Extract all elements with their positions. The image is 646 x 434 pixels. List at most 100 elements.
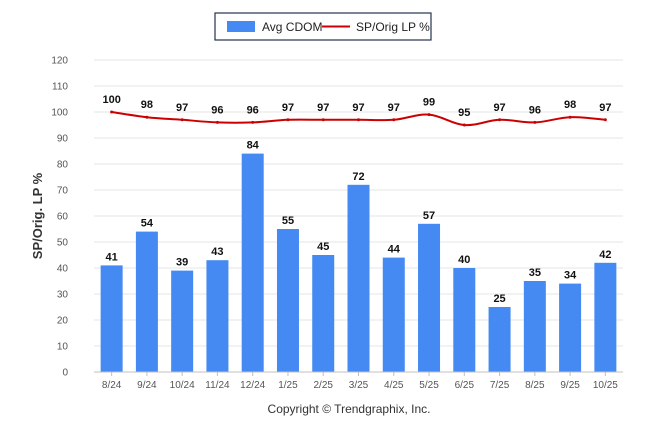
line-point-10-25 [603,118,607,122]
bar-7-25 [488,307,511,372]
line-point-2-25 [321,118,325,122]
legend-swatch-avg-cdom [227,21,255,32]
line-point-8-24 [110,110,114,114]
copyright-text: Copyright © Trendgraphix, Inc. [268,402,431,416]
x-tick-label-8-24: 8/24 [102,380,122,391]
bar-value-label-11-24: 43 [211,246,223,258]
line-point-10-24 [180,118,184,122]
bar-value-label-2-25: 45 [317,241,329,253]
x-tick-label-9-25: 9/25 [560,380,580,391]
bar-6-25 [453,268,476,372]
bar-value-label-3-25: 72 [352,171,364,183]
line-value-label-10-24: 97 [176,102,188,114]
legend: Avg CDOM SP/Orig LP % [214,12,432,41]
bar-1-25 [276,229,299,372]
line-value-label-4-25: 97 [388,102,400,114]
line-point-11-24 [215,120,219,124]
line-value-label-3-25: 97 [352,102,364,114]
y-tick-label-90: 90 [57,134,69,145]
line-value-label-9-25: 98 [564,99,576,111]
y-tick-label-0: 0 [62,368,68,379]
bar-8-24 [100,265,123,372]
bar-11-24 [206,260,229,372]
x-tick-label-10-24: 10/24 [170,380,195,391]
line-value-label-7-25: 97 [493,102,505,114]
bar-value-label-12-24: 84 [247,140,260,152]
bar-value-label-7-25: 25 [493,293,505,305]
x-tick-label-1-25: 1/25 [278,380,298,391]
bar-value-label-4-25: 44 [388,244,401,256]
x-tick-label-11-24: 11/24 [205,380,230,391]
bar-value-label-6-25: 40 [458,254,470,266]
bar-9-25 [559,283,582,372]
y-tick-label-20: 20 [57,316,69,327]
y-tick-label-70: 70 [57,186,69,197]
x-tick-label-9-24: 9/24 [137,380,157,391]
x-tick-label-12-24: 12/24 [240,380,265,391]
line-point-5-25 [427,113,431,117]
y-tick-label-60: 60 [57,212,69,223]
y-tick-label-40: 40 [57,264,69,275]
line-value-label-10-25: 97 [599,102,611,114]
y-tick-label-80: 80 [57,160,69,171]
bar-5-25 [418,223,441,372]
bar-value-label-1-25: 55 [282,215,294,227]
line-point-4-25 [392,118,396,122]
line-value-label-2-25: 97 [317,102,329,114]
x-tick-label-7-25: 7/25 [490,380,510,391]
bar-8-25 [523,281,546,372]
line-value-label-8-25: 96 [529,104,541,116]
legend-label-avg-cdom: Avg CDOM [262,20,322,34]
bar-value-label-8-25: 35 [529,267,541,279]
x-tick-label-10-25: 10/25 [593,380,618,391]
x-tick-label-4-25: 4/25 [384,380,404,391]
bar-value-label-5-25: 57 [423,210,435,222]
y-tick-label-10: 10 [57,342,69,353]
line-value-label-6-25: 95 [458,107,470,119]
y-tick-label-120: 120 [51,56,68,67]
bar-12-24 [241,153,264,372]
bar-value-label-10-25: 42 [599,249,611,261]
line-value-label-9-24: 98 [141,99,153,111]
y-tick-label-110: 110 [52,82,68,93]
line-point-9-25 [568,115,572,119]
x-tick-label-3-25: 3/25 [349,380,369,391]
line-value-label-5-25: 99 [423,97,435,109]
axis-layer: 0 10 20 30 40 50 60 70 80 90 100 110 120 8/24 9/24 10/2… [51,56,623,391]
line-point-8-25 [533,120,537,124]
y-axis-label: SP/Orig. LP % [30,172,45,259]
line-value-label-1-25: 97 [282,102,294,114]
x-tick-label-8-25: 8/25 [525,380,545,391]
line-point-6-25 [462,123,466,127]
line-value-label-11-24: 96 [211,104,223,116]
y-tick-label-50: 50 [57,238,69,249]
bar-value-label-8-24: 41 [106,251,118,263]
bar-2-25 [312,255,335,372]
legend-label-sp-orig-lp: SP/Orig LP % [356,20,430,34]
line-point-3-25 [357,118,360,122]
line-value-label-12-24: 96 [247,104,259,116]
bar-value-label-9-25: 34 [564,270,577,282]
bar-10-25 [594,262,617,372]
bar-value-label-9-24: 54 [141,218,154,230]
bar-value-label-10-24: 39 [176,257,188,269]
line-layer [110,110,607,127]
bar-10-24 [171,270,194,372]
x-tick-label-5-25: 5/25 [419,380,439,391]
line-point-9-24 [145,115,149,119]
line-point-12-24 [251,120,255,124]
x-tick-label-6-25: 6/25 [455,380,475,391]
y-tick-label-100: 100 [51,108,68,119]
y-tick-label-30: 30 [57,290,69,301]
bar-3-25 [347,184,370,372]
line-point-1-25 [286,118,290,122]
line-point-7-25 [498,118,502,122]
line-value-label-8-24: 100 [102,94,120,106]
bar-layer [100,153,617,372]
bar-9-24 [135,231,158,372]
label-layer: 41 54 39 43 84 55 45 72 44 57 40 25 35 34 42 100 98 97 96 9… [102,94,611,305]
bar-4-25 [382,257,405,372]
x-tick-label-2-25: 2/25 [313,380,333,391]
